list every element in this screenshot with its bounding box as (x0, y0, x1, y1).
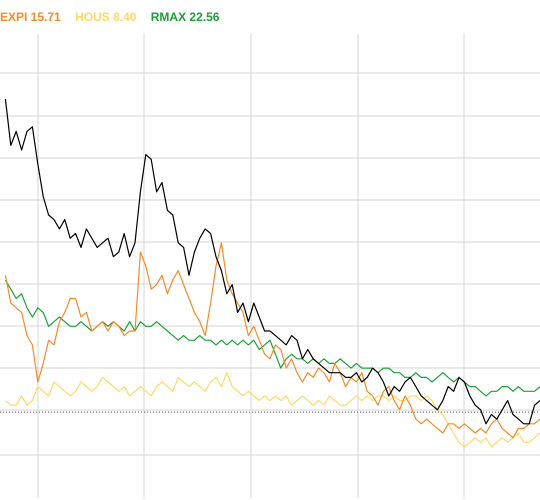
series-line-black (4, 98, 540, 425)
chart-legend: EXPI 15.71 HOUS 8.40 RMAX 22.56 (0, 10, 230, 26)
legend-item-expi: EXPI 15.71 (0, 10, 61, 24)
series-line-expi (4, 242, 540, 439)
legend-item-rmax: RMAX 22.56 (150, 10, 220, 24)
series-line-hous (5, 372, 540, 448)
series-layer (4, 98, 540, 448)
legend-item-hous: HOUS 8.40 (75, 10, 137, 24)
